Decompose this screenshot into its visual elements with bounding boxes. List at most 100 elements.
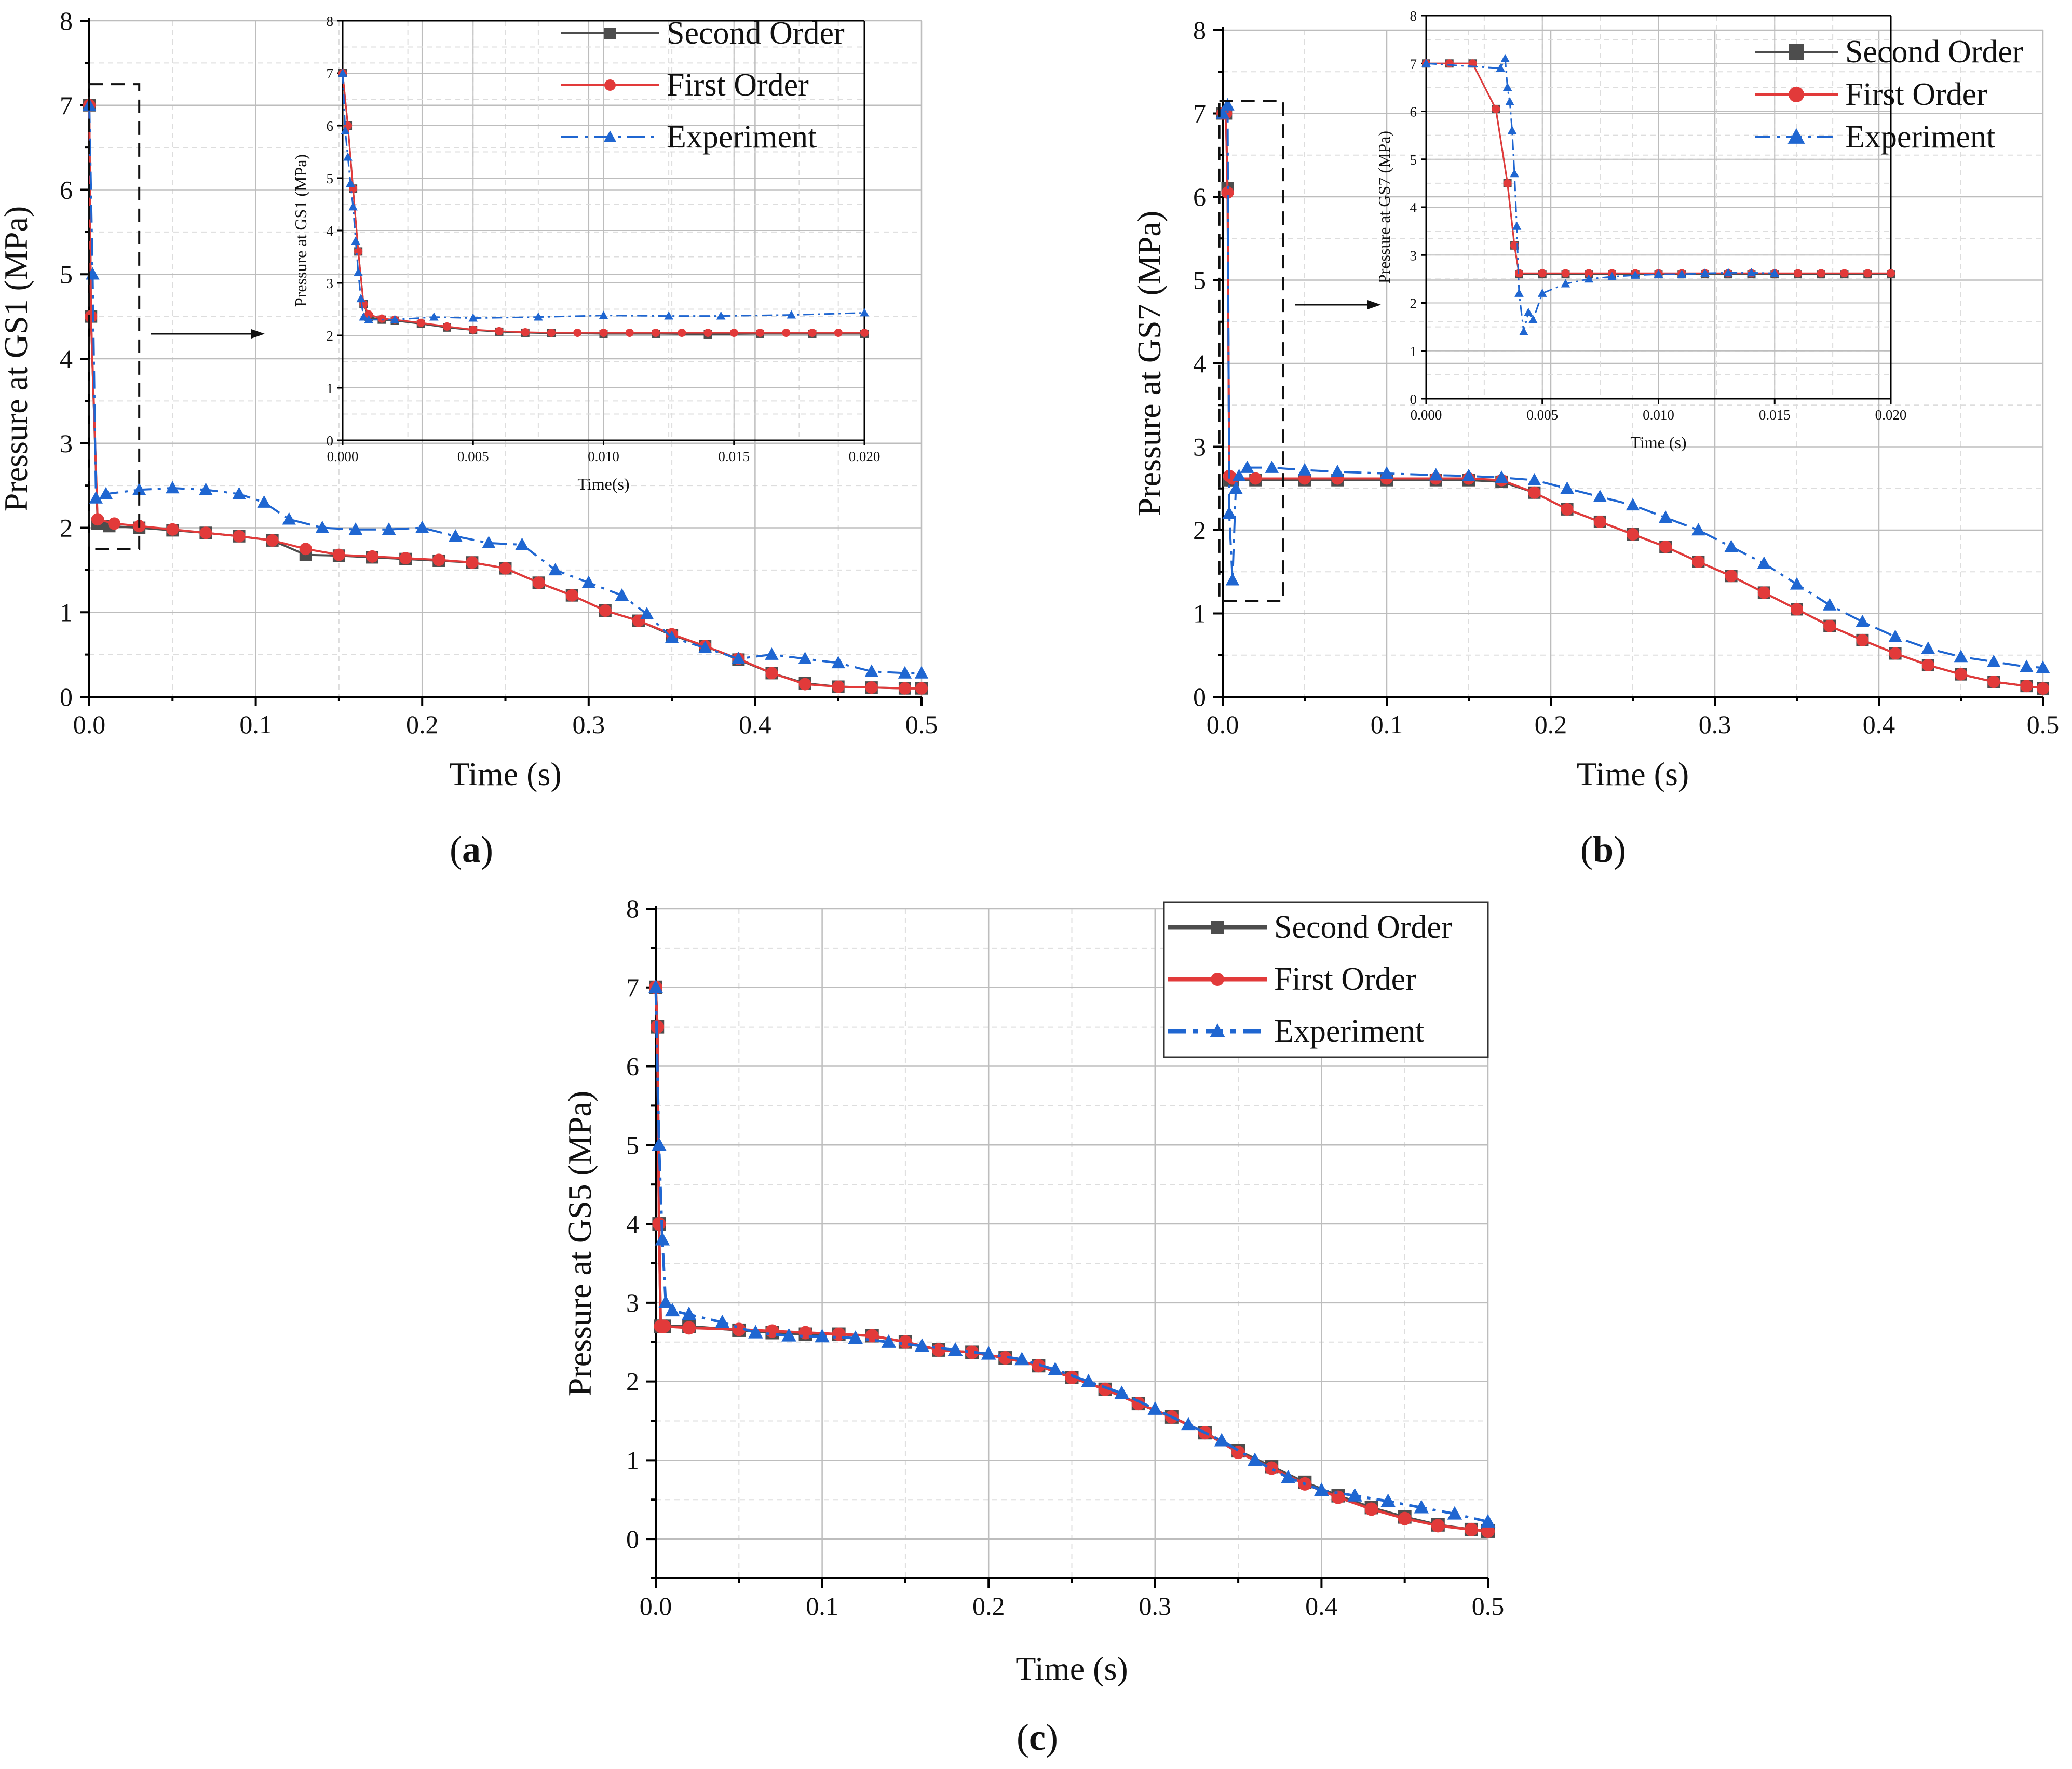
undefined-data-point: [1514, 288, 1524, 297]
undefined-series-line: [88, 105, 922, 674]
undefined-data-point: [91, 513, 104, 526]
undefined-data-point: [1561, 279, 1570, 288]
undefined-data-point: [1987, 654, 2001, 667]
undefined-data-point: [1524, 307, 1533, 316]
undefined-data-point: [782, 328, 791, 337]
panel-label-part: (: [450, 829, 462, 870]
undefined-data-point: [1887, 269, 1895, 278]
undefined-data-point: [932, 1343, 946, 1357]
undefined-data-point: [1445, 59, 1454, 68]
undefined-data-point: [1510, 241, 1519, 250]
undefined-data-point: [765, 647, 779, 660]
undefined-data-point: [1414, 1500, 1429, 1514]
undefined-data-point: [1247, 1452, 1263, 1466]
panel-label-part: c: [1029, 1717, 1046, 1758]
undefined-data-point: [1538, 269, 1547, 278]
undefined-data-point: [765, 667, 778, 680]
undefined-data-point: [1955, 668, 1967, 681]
undefined-data-point: [1032, 1359, 1046, 1373]
legend-marker: [1787, 128, 1805, 144]
undefined-data-point: [377, 314, 386, 323]
undefined-y-tick-label: 0: [1193, 682, 1206, 711]
undefined-data-point: [1654, 269, 1663, 278]
undefined-data-point: [521, 328, 530, 336]
undefined-data-point: [831, 656, 845, 669]
undefined-data-point: [1607, 272, 1617, 280]
undefined-data-point: [657, 1319, 671, 1333]
undefined-y-tick-label: 5: [60, 260, 73, 289]
undefined-y-tick-label: 7: [1410, 56, 1417, 72]
undefined-data-point: [681, 1306, 697, 1320]
undefined-series-experiment: [338, 68, 869, 323]
undefined-y-tick-label: 1: [1193, 599, 1206, 628]
undefined-x-tick-label: 0.5: [2027, 710, 2060, 739]
panel-label-part: ): [481, 829, 493, 870]
undefined-data-point: [532, 576, 545, 589]
undefined-y-axis-title: Pressure at GS1 (MPa): [0, 206, 34, 511]
undefined-y-tick-label: 4: [626, 1209, 639, 1238]
undefined-plot: 0.000 0.005 0.010 0.015 0.020 0 1 2 3 4 5 6 7 8 Time (…: [1375, 8, 1906, 452]
undefined-data-point: [1364, 1502, 1378, 1516]
undefined-data-point: [1757, 586, 1770, 599]
undefined-data-point: [1817, 269, 1825, 278]
undefined-data-point: [266, 534, 279, 547]
undefined-data-point: [1249, 472, 1262, 485]
undefined-y-tick-label: 3: [1193, 433, 1206, 462]
undefined-data-point: [356, 294, 365, 303]
undefined-x-tick-label: 0.020: [1875, 407, 1907, 423]
undefined-series-first-order: [338, 69, 869, 337]
undefined-data-point: [1500, 53, 1510, 62]
undefined-data-point: [652, 1137, 667, 1151]
undefined-data-point: [1398, 1511, 1412, 1525]
undefined-x-axis-title: Time (s): [1577, 755, 1689, 792]
undefined-data-point: [1585, 269, 1593, 278]
undefined-data-point: [1229, 481, 1243, 494]
undefined-data-point: [864, 664, 879, 677]
undefined-y-tick-label: 4: [60, 344, 73, 373]
undefined-data-point: [716, 311, 726, 320]
undefined-data-point: [1507, 126, 1517, 134]
undefined-y-axis-title: Pressure at GS1 (MPa): [291, 154, 310, 307]
undefined-data-point: [99, 487, 113, 499]
undefined-x-axis-title: Time (s): [449, 755, 561, 792]
undefined-y-tick-label: 6: [626, 1052, 639, 1081]
undefined-data-point: [495, 327, 504, 335]
undefined-data-point: [914, 1338, 930, 1352]
undefined-y-tick-label: 3: [1410, 248, 1417, 263]
undefined-y-tick-label: 3: [327, 276, 334, 291]
undefined-data-point: [1447, 1506, 1462, 1520]
undefined-data-point: [1114, 1385, 1129, 1399]
undefined-data-point: [1280, 1469, 1296, 1483]
undefined-y-tick-label: 3: [60, 429, 73, 458]
undefined-data-point: [815, 1329, 830, 1343]
undefined-data-point: [848, 1330, 863, 1344]
legend-label: Experiment: [1274, 1014, 1424, 1049]
undefined-data-point: [1464, 1522, 1478, 1536]
undefined-y-tick-label: 0: [626, 1524, 639, 1554]
undefined-data-point: [382, 522, 396, 535]
undefined-data-point: [132, 482, 146, 495]
undefined-y-tick-label: 7: [327, 66, 334, 82]
undefined-data-point: [573, 328, 582, 337]
undefined-y-tick-label: 2: [327, 328, 334, 344]
undefined-data-point: [947, 1342, 963, 1356]
undefined-y-tick-label: 8: [626, 894, 639, 923]
undefined-x-tick-label: 0.4: [739, 710, 771, 739]
undefined-data-point: [1222, 506, 1236, 519]
undefined-data-point: [1297, 463, 1312, 476]
undefined-data-point: [1856, 614, 1870, 627]
undefined-data-point: [1725, 570, 1738, 583]
undefined-y-tick-label: 0: [1410, 391, 1417, 407]
undefined-data-point: [1014, 1352, 1030, 1366]
panel-label-part: ): [1614, 829, 1626, 870]
undefined-data-point: [1677, 269, 1687, 278]
legend-label: First Order: [667, 67, 809, 103]
undefined-data-point: [1240, 460, 1254, 473]
undefined-x-tick-label: 0.1: [1371, 710, 1403, 739]
undefined-data-point: [1863, 269, 1872, 278]
undefined-y-tick-label: 8: [327, 13, 334, 29]
undefined-data-point: [1561, 503, 1574, 516]
undefined-x-tick-label: 0.4: [1305, 1591, 1338, 1621]
undefined-data-point: [832, 680, 845, 693]
undefined-data-point: [798, 652, 812, 665]
